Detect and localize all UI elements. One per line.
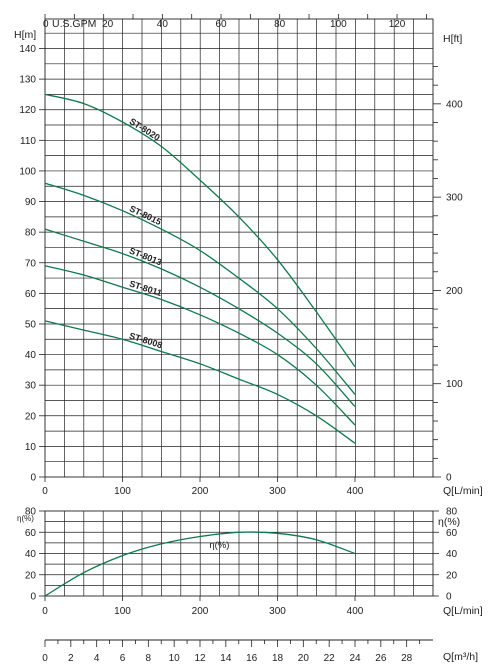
flow-m3h-tick-label: 14 bbox=[220, 653, 232, 664]
head-ft-tick-label: 100 bbox=[446, 379, 463, 390]
flow-m3h-tick-label: 12 bbox=[194, 653, 206, 664]
efficiency-curves: η(%) bbox=[44, 531, 356, 597]
head-curve-st-8015 bbox=[44, 182, 356, 395]
efficiency-x-tick-label: 400 bbox=[347, 606, 364, 617]
gpm-tick-label: 100 bbox=[330, 19, 347, 30]
flow-m3h-tick-label: 28 bbox=[401, 653, 413, 664]
head-y-tick-label: 30 bbox=[25, 381, 37, 392]
head-x-tick-label: 0 bbox=[42, 486, 48, 497]
head-y-tick-label: 140 bbox=[19, 44, 36, 55]
head-y-tick-label: 110 bbox=[20, 136, 36, 147]
flow-m3h-tick-label: 6 bbox=[120, 653, 126, 664]
head-curve-label: ST-8013 bbox=[128, 246, 163, 268]
efficiency-right-tick-label: 40 bbox=[446, 549, 458, 560]
head-y-tick-label: 90 bbox=[25, 197, 37, 208]
head-ft-tick-label: 0 bbox=[446, 473, 452, 484]
efficiency-curve-label: η(%) bbox=[209, 540, 229, 551]
head-left-axis-label: H[m] bbox=[14, 29, 36, 41]
efficiency-left-tick-label: 80 bbox=[25, 507, 37, 518]
flow-m3h-tick-label: 0 bbox=[42, 653, 48, 664]
head-y-tick-label: 10 bbox=[25, 442, 37, 453]
flow-m3h-axis-label: Q[m³/h] bbox=[443, 651, 478, 663]
flow-m3h-tick-label: 4 bbox=[94, 653, 100, 664]
efficiency-right-axis-label: η(%) bbox=[438, 516, 460, 528]
gpm-tick-label: 20 bbox=[102, 19, 114, 30]
efficiency-right-tick-label: 60 bbox=[446, 528, 458, 539]
gpm-tick-label: 40 bbox=[157, 19, 169, 30]
efficiency-x-axis-label: Q[L/min] bbox=[443, 605, 483, 617]
flow-m3h-axis: 0 2 4 6 8 10 12 14 16 18 20 22 24 26 28 Q[m³/h] bbox=[42, 639, 478, 664]
head-y-tick-label: 60 bbox=[25, 289, 37, 300]
flow-m3h-tick-label: 16 bbox=[246, 653, 258, 664]
efficiency-right-tick-label: 80 bbox=[446, 507, 458, 518]
head-y-tick-label: 0 bbox=[30, 473, 36, 484]
flow-m3h-tick-label: 8 bbox=[146, 653, 152, 664]
head-tick-labels: 0 10 20 30 40 50 60 70 80 90 100 110 120 130 140 0 100 20… bbox=[19, 14, 463, 497]
flow-m3h-tick-label: 10 bbox=[169, 653, 181, 664]
flow-m3h-tick-label: 26 bbox=[375, 653, 387, 664]
head-curve-label: ST-8011 bbox=[128, 279, 163, 299]
efficiency-curve bbox=[44, 531, 356, 597]
efficiency-left-tick-label: 40 bbox=[25, 549, 37, 560]
head-curve-label: ST-8008 bbox=[128, 331, 163, 351]
head-grid bbox=[45, 19, 433, 477]
efficiency-x-tick-label: 100 bbox=[114, 606, 131, 617]
efficiency-left-tick-label: 60 bbox=[25, 528, 37, 539]
gpm-tick-label: 120 bbox=[389, 19, 406, 30]
head-curve-st-8008 bbox=[44, 320, 356, 444]
head-y-tick-label: 80 bbox=[25, 228, 37, 239]
head-y-tick-label: 40 bbox=[25, 350, 37, 361]
efficiency-x-tick-label: 0 bbox=[42, 606, 48, 617]
head-right-axis-label: H[ft] bbox=[443, 33, 462, 45]
efficiency-right-tick-label: 0 bbox=[446, 592, 452, 603]
flow-m3h-tick-label: 22 bbox=[324, 653, 336, 664]
head-y-tick-label: 70 bbox=[25, 258, 37, 269]
flow-m3h-tick-label: 18 bbox=[272, 653, 284, 664]
head-y-tick-label: 20 bbox=[25, 411, 37, 422]
flow-m3h-tick-label: 2 bbox=[68, 653, 74, 664]
head-y-tick-label: 120 bbox=[19, 105, 36, 116]
flow-m3h-ticks: 0 2 4 6 8 10 12 14 16 18 20 22 24 26 28 bbox=[42, 640, 420, 664]
efficiency-x-tick-label: 200 bbox=[192, 606, 209, 617]
head-ft-tick-label: 400 bbox=[446, 99, 463, 110]
head-x-tick-label: 300 bbox=[269, 486, 286, 497]
gpm-tick-label: 0 bbox=[43, 19, 49, 30]
efficiency-left-axis-label: η(%) bbox=[17, 514, 34, 523]
head-curve-st-8011 bbox=[44, 265, 356, 426]
head-curve-st-8013 bbox=[44, 228, 356, 408]
head-y-tick-label: 130 bbox=[19, 75, 36, 86]
efficiency-left-tick-label: 0 bbox=[30, 592, 36, 603]
efficiency-left-tick-label: 20 bbox=[25, 570, 37, 581]
head-x-tick-label: 100 bbox=[114, 486, 131, 497]
efficiency-grid bbox=[45, 511, 433, 596]
flow-m3h-tick-label: 24 bbox=[349, 653, 361, 664]
gpm-axis-label: U.S.GPM bbox=[52, 18, 96, 30]
head-y-tick-label: 50 bbox=[25, 319, 37, 330]
head-y-tick-label: 100 bbox=[19, 166, 36, 177]
gpm-tick-label: 80 bbox=[274, 19, 286, 30]
head-plot-frame bbox=[44, 18, 434, 478]
head-x-tick-label: 200 bbox=[192, 486, 209, 497]
head-ft-tick-label: 200 bbox=[446, 286, 463, 297]
head-curve-st-8020 bbox=[44, 93, 356, 368]
gpm-tick-label: 60 bbox=[215, 19, 227, 30]
head-x-tick-label: 400 bbox=[347, 486, 364, 497]
efficiency-right-tick-label: 20 bbox=[446, 570, 458, 581]
head-ft-tick-label: 300 bbox=[446, 193, 463, 204]
flow-m3h-tick-label: 20 bbox=[298, 653, 310, 664]
head-curve-label: ST-8020 bbox=[128, 116, 162, 143]
head-x-axis-label: Q[L/min] bbox=[443, 485, 483, 497]
efficiency-x-tick-label: 300 bbox=[269, 606, 286, 617]
